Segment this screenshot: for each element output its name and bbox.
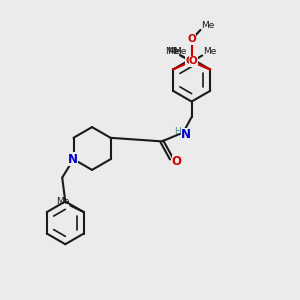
Text: Me: Me [201,21,214,30]
Text: N: N [181,128,191,141]
Text: Me: Me [165,47,179,56]
Text: O: O [189,56,198,66]
Text: Me: Me [173,47,186,56]
Text: O: O [172,155,182,168]
Text: Me: Me [56,197,70,206]
Text: Me: Me [167,47,181,56]
Text: N: N [68,153,78,166]
Text: O: O [187,34,196,44]
Text: H: H [175,127,181,136]
Text: O: O [186,56,194,66]
Text: Me: Me [203,47,216,56]
Text: O: O [187,56,196,66]
